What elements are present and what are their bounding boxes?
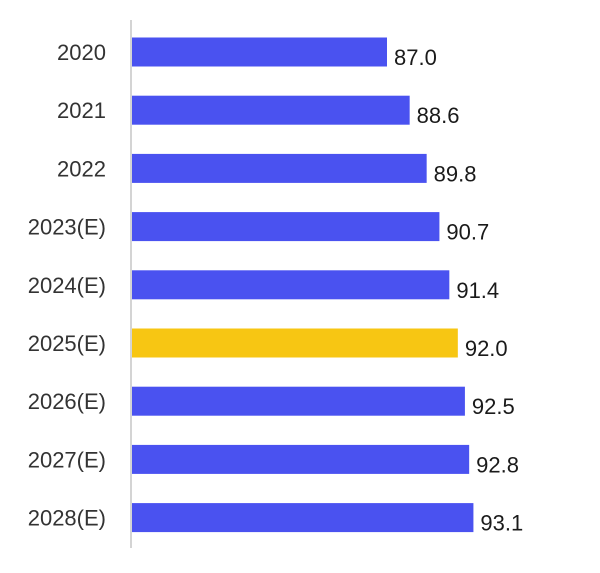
category-label: 2022 <box>57 156 106 181</box>
value-label: 90.7 <box>446 220 489 245</box>
bar-2020 <box>132 37 387 67</box>
value-label: 88.6 <box>417 103 460 128</box>
bar-2023-e <box>132 212 440 242</box>
category-label: 2020 <box>57 40 106 65</box>
value-label: 89.8 <box>434 161 477 186</box>
category-label: 2026(E) <box>28 389 106 414</box>
bar-2028-e <box>132 503 474 533</box>
value-label: 87.0 <box>394 45 437 70</box>
category-label: 2025(E) <box>28 331 106 356</box>
category-label: 2023(E) <box>28 215 106 240</box>
value-label: 92.5 <box>472 394 515 419</box>
bar-2026-e <box>132 386 465 416</box>
bar-2025-e <box>132 328 458 358</box>
category-label: 2024(E) <box>28 273 106 298</box>
bar-2024-e <box>132 270 450 300</box>
category-label: 2027(E) <box>28 447 106 472</box>
bar-2027-e <box>132 444 470 474</box>
value-label: 93.1 <box>480 511 523 536</box>
value-label: 91.4 <box>456 278 499 303</box>
bar-2022 <box>132 153 427 183</box>
bar-2021 <box>132 95 410 125</box>
category-label: 2028(E) <box>28 506 106 531</box>
value-label: 92.8 <box>476 452 519 477</box>
category-label: 2021 <box>57 98 106 123</box>
value-label: 92.0 <box>465 336 508 361</box>
bars-group: 2020 87.0 2021 88.6 2022 89.8 2023(E) 90.7 2024(… <box>28 37 523 536</box>
